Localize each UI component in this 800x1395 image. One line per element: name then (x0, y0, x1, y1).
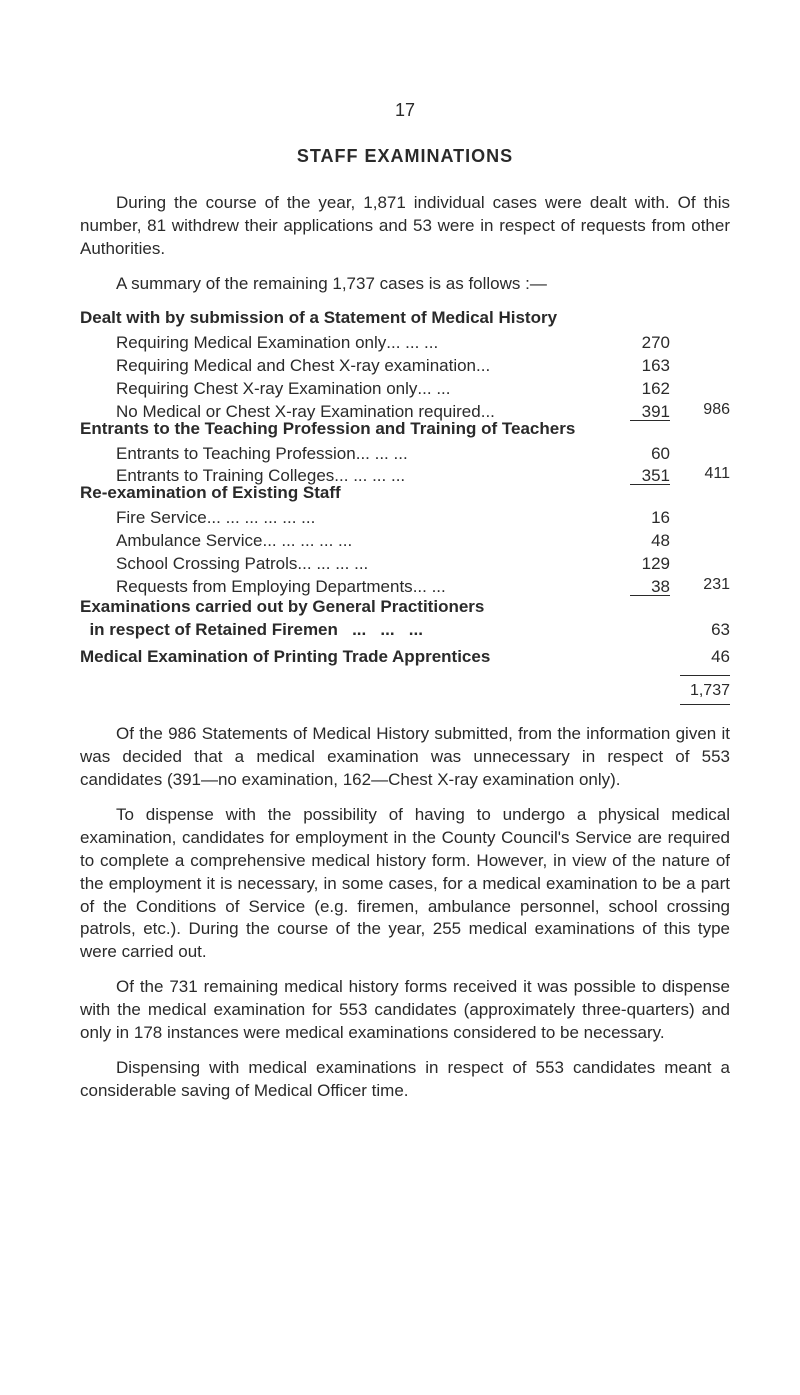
stat-value: 60 (610, 443, 670, 466)
stat-row: Entrants to Teaching Profession ... ... … (80, 443, 730, 466)
subtotal-value: 63 (670, 619, 730, 642)
document-page: 17 STAFF EXAMINATIONS During the course … (0, 0, 800, 1395)
rule (680, 704, 730, 705)
stat-value: 162 (610, 378, 670, 401)
rule (680, 675, 730, 676)
dealt-heading: Dealt with by submission of a Statement … (80, 308, 730, 328)
subtotal-value: 46 (670, 646, 730, 669)
stat-label: Requiring Chest X-ray Examination only (116, 378, 417, 401)
summary-line: A summary of the remaining 1,737 cases i… (80, 273, 730, 296)
leader-dots: ... ... ... (356, 443, 610, 466)
total-value: 1,737 (670, 682, 730, 700)
stat-value: 48 (610, 530, 670, 553)
total-row: 1,737 (80, 682, 730, 700)
stat-label: Ambulance Service (116, 530, 262, 553)
stat-label: School Crossing Patrols (116, 553, 297, 576)
gp-row: Examinations carried out by General Prac… (80, 596, 730, 642)
leader-dots: ... ... ... ... ... (262, 530, 610, 553)
stat-row: Requiring Medical Examination only ... .… (80, 332, 730, 355)
subtotal-value: 411 (670, 465, 730, 483)
leader-dots: ... ... (417, 378, 610, 401)
section-title: STAFF EXAMINATIONS (80, 146, 730, 167)
stat-value: 163 (610, 355, 670, 378)
stat-label: Entrants to Teaching Profession (116, 443, 356, 466)
stat-label: Fire Service (116, 507, 207, 530)
stat-row: Requiring Chest X-ray Examination only .… (80, 378, 730, 401)
gp-heading: Examinations carried out by General Prac… (80, 596, 670, 642)
printing-row: Medical Examination of Printing Trade Ap… (80, 646, 730, 669)
printing-heading: Medical Examination of Printing Trade Ap… (80, 646, 670, 669)
leader-dots: ... ... ... ... (297, 553, 610, 576)
leader-dots: ... ... ... ... ... ... (207, 507, 610, 530)
body-paragraph: Of the 986 Statements of Medical History… (80, 723, 730, 792)
subtotal-value: 231 (670, 576, 730, 594)
rule (630, 484, 670, 485)
intro-paragraph: During the course of the year, 1,871 ind… (80, 192, 730, 261)
leader-dots: ... (476, 355, 610, 378)
rule (630, 420, 670, 421)
page-number: 17 (80, 100, 730, 121)
stat-row: Ambulance Service ... ... ... ... ... 48 (80, 530, 730, 553)
rule-row (80, 704, 730, 705)
stat-value: 270 (610, 332, 670, 355)
stat-label: Requiring Medical and Chest X-ray examin… (116, 355, 476, 378)
body-paragraph: Dispensing with medical examinations in … (80, 1057, 730, 1103)
stat-label: Requiring Medical Examination only (116, 332, 386, 355)
body-paragraph: Of the 731 remaining medical history for… (80, 976, 730, 1045)
stat-value: 129 (610, 553, 670, 576)
stat-row: Requiring Medical and Chest X-ray examin… (80, 355, 730, 378)
stat-row: Fire Service ... ... ... ... ... ... 16 (80, 507, 730, 530)
stat-value: 16 (610, 507, 670, 530)
stat-row: School Crossing Patrols ... ... ... ... … (80, 553, 730, 576)
subtotal-value: 986 (670, 401, 730, 419)
leader-dots: ... ... ... (386, 332, 610, 355)
rule-row (80, 675, 730, 676)
body-paragraph: To dispense with the possibility of havi… (80, 804, 730, 965)
